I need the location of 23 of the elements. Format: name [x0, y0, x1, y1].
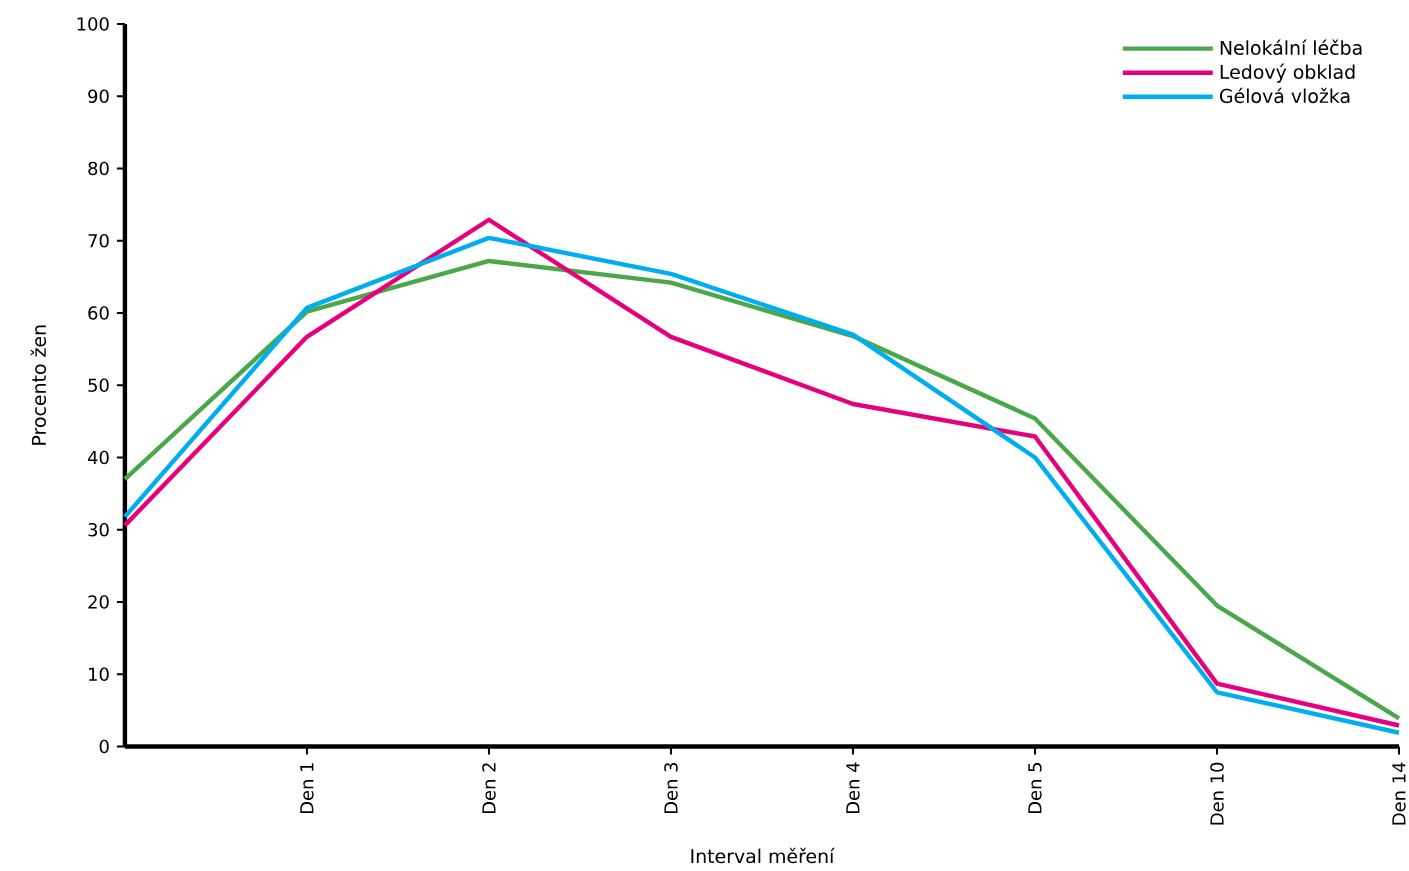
y-tick-label: 40	[87, 450, 109, 465]
y-tick-label: 30	[88, 522, 109, 537]
y-tick-label: 70	[88, 233, 109, 248]
y-tick-label: 60	[88, 306, 109, 320]
y-tick-label: 20	[88, 595, 109, 609]
y-tick-label: 50	[88, 378, 109, 392]
legend-label: Ledový obklad	[1220, 63, 1355, 83]
x-tick-label: Den 4	[846, 762, 860, 813]
x-tick-label: Den 1	[300, 762, 314, 813]
x-tick-label: Den 5	[1028, 762, 1042, 813]
legend-label: Nelokální léčba	[1220, 39, 1362, 55]
y-tick-label: 90	[88, 89, 109, 103]
x-tick-label: Den 14	[1392, 762, 1406, 825]
x-tick-label: Den 2	[482, 763, 496, 813]
y-tick-label: 80	[88, 161, 109, 176]
y-axis-title: Procento žen	[30, 325, 47, 445]
x-tick-label: Den 3	[664, 762, 678, 813]
x-axis-title: Interval měření	[691, 847, 835, 864]
y-tick-label: 100	[77, 17, 109, 31]
x-tick-label: Den 10	[1210, 762, 1224, 825]
legend-label: Gélová vložka	[1220, 87, 1350, 103]
y-tick-label: 0	[99, 739, 109, 754]
y-tick-label: 10	[89, 667, 109, 681]
